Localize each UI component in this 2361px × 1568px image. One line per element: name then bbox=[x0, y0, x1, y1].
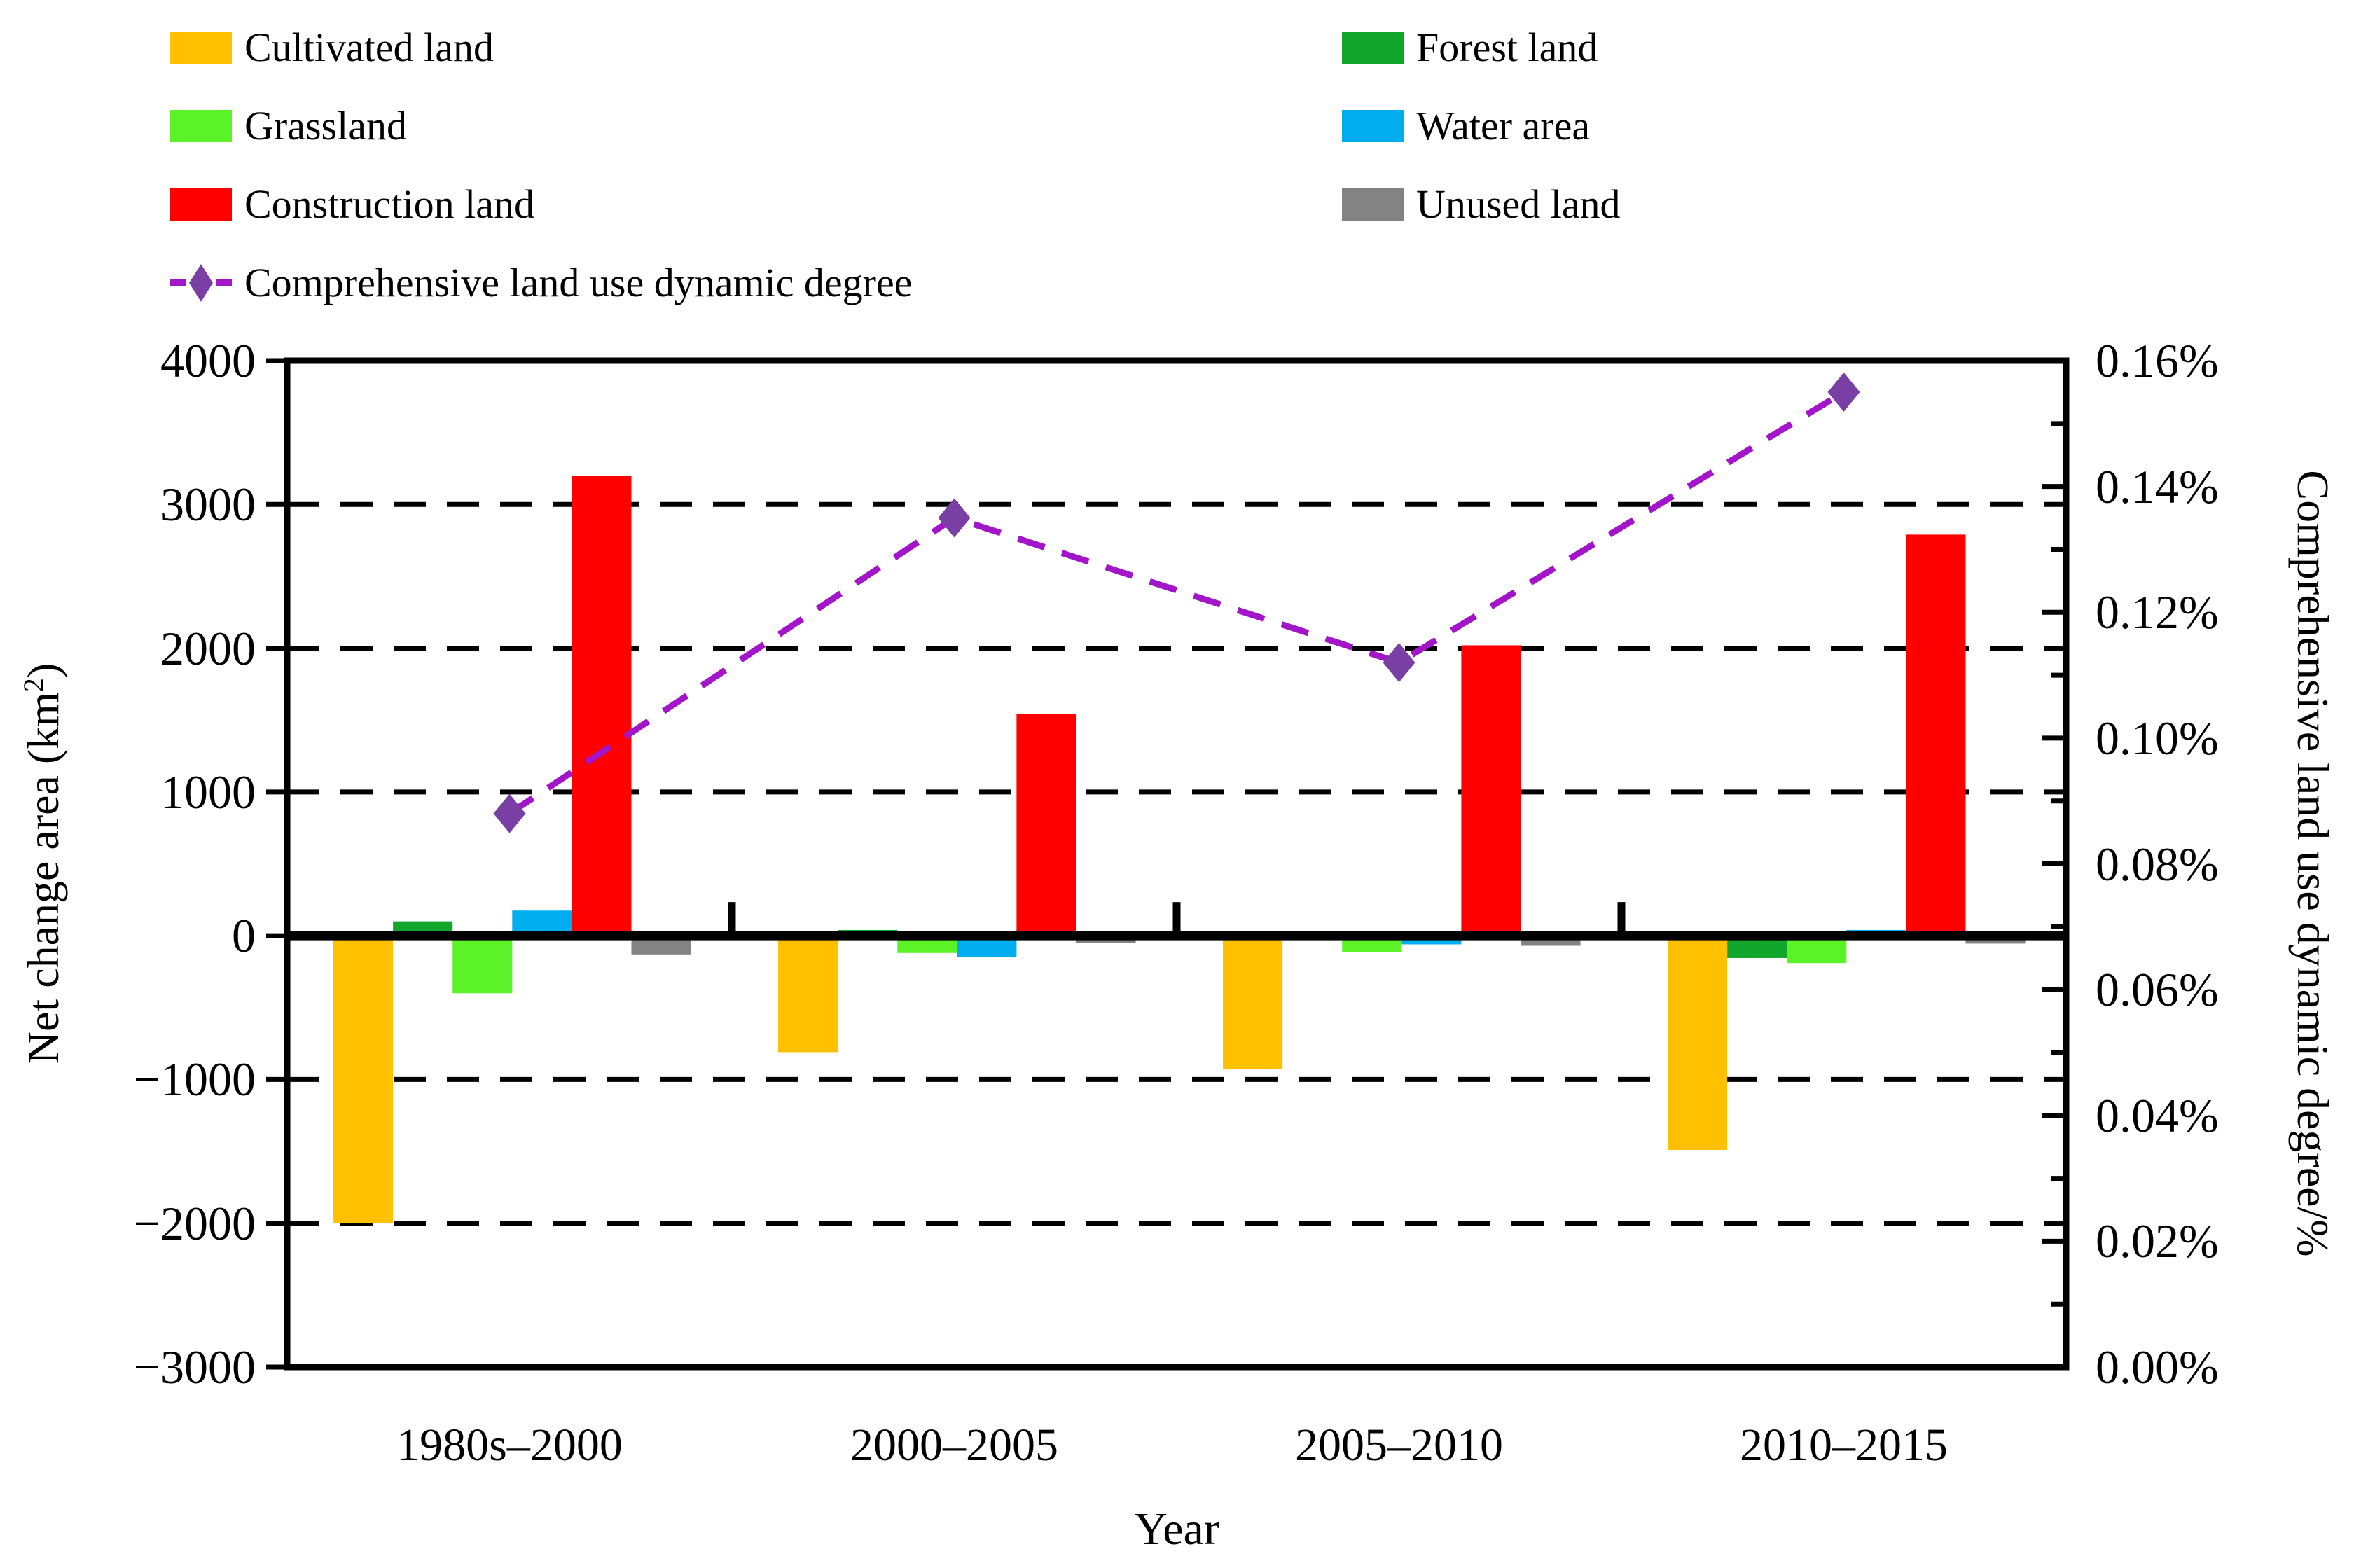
right-tick-label-0.04%: 0.04% bbox=[2096, 1088, 2219, 1142]
legend-item-dynamic-degree: Comprehensive land use dynamic degree bbox=[170, 263, 912, 303]
left-tick-label-3000: 3000 bbox=[160, 478, 256, 532]
dynamic-degree-marker-2 bbox=[1383, 643, 1415, 683]
legend-item-grassland: Grassland bbox=[170, 106, 407, 146]
unused-land-swatch-icon bbox=[1342, 188, 1404, 221]
x-tick-label-2005–2010: 2005–2010 bbox=[1295, 1420, 1503, 1471]
dynamic-degree-marker-3 bbox=[1827, 372, 1860, 412]
bar-construction-3 bbox=[1906, 534, 1966, 936]
legend-label-construction-land: Construction land bbox=[244, 181, 535, 227]
forest-land-swatch-icon bbox=[1342, 32, 1404, 64]
left-tick-label-1000: 1000 bbox=[160, 765, 256, 819]
bar-cultivated-3 bbox=[1668, 936, 1728, 1151]
right-tick-label-0.12%: 0.12% bbox=[2096, 585, 2219, 639]
bar-grassland-3 bbox=[1787, 936, 1847, 964]
x-tick-label-2000–2005: 2000–2005 bbox=[850, 1420, 1058, 1471]
legend-label-unused-land: Unused land bbox=[1416, 181, 1621, 227]
legend-label-dynamic-degree: Comprehensive land use dynamic degree bbox=[244, 260, 913, 305]
legend-label-forest-land: Forest land bbox=[1416, 25, 1598, 70]
left-tick-label-4000: 4000 bbox=[160, 334, 256, 387]
dynamic-degree-marker-0 bbox=[493, 793, 526, 833]
dashed-line-diamond-marker-icon bbox=[170, 264, 232, 302]
bar-construction-0 bbox=[572, 476, 632, 936]
legend-item-unused-land: Unused land bbox=[1342, 181, 1621, 227]
dynamic-degree-marker-1 bbox=[938, 498, 971, 538]
bar-grassland-0 bbox=[452, 936, 513, 994]
bar-construction-2 bbox=[1461, 645, 1521, 936]
legend-item-construction-land: Construction land bbox=[170, 181, 535, 227]
bar-construction-1 bbox=[1016, 714, 1076, 936]
x-tick-label-1980s–2000: 1980s–2000 bbox=[396, 1420, 623, 1471]
cultivated-land-swatch-icon bbox=[170, 32, 232, 64]
legend-label-grassland: Grassland bbox=[244, 103, 407, 148]
right-tick-label-0.16%: 0.16% bbox=[2096, 334, 2219, 387]
left-tick-label-2000: 2000 bbox=[160, 621, 256, 675]
water-area-swatch-icon bbox=[1342, 110, 1404, 142]
left-tick-label-0: 0 bbox=[232, 909, 256, 963]
right-tick-label-0.14%: 0.14% bbox=[2096, 459, 2219, 513]
right-tick-label-0.10%: 0.10% bbox=[2096, 711, 2219, 765]
grassland-swatch-icon bbox=[170, 110, 232, 142]
legend-item-cultivated-land: Cultivated land bbox=[170, 25, 494, 70]
left-tick-label-−2000: −2000 bbox=[133, 1196, 256, 1250]
legend-label-cultivated-land: Cultivated land bbox=[244, 25, 494, 70]
left-tick-label-−1000: −1000 bbox=[133, 1053, 256, 1106]
dynamic-degree-line bbox=[508, 389, 1846, 817]
legend-item-forest-land: Forest land bbox=[1342, 25, 1598, 70]
right-tick-label-0.02%: 0.02% bbox=[2096, 1214, 2219, 1268]
construction-land-swatch-icon bbox=[170, 188, 232, 221]
bar-cultivated-1 bbox=[778, 936, 838, 1053]
bar-cultivated-2 bbox=[1223, 936, 1283, 1070]
legend-item-water-area: Water area bbox=[1342, 106, 1590, 146]
x-tick-label-2010–2015: 2010–2015 bbox=[1740, 1420, 1948, 1471]
right-tick-label-0.06%: 0.06% bbox=[2096, 963, 2219, 1017]
legend-label-water-area: Water area bbox=[1416, 103, 1591, 148]
right-tick-label-0.08%: 0.08% bbox=[2096, 837, 2219, 891]
bar-cultivated-0 bbox=[333, 936, 394, 1223]
right-tick-label-0.00%: 0.00% bbox=[2096, 1340, 2219, 1394]
x-axis-title: Year bbox=[1134, 1504, 1219, 1555]
left-tick-label-−3000: −3000 bbox=[133, 1340, 256, 1394]
